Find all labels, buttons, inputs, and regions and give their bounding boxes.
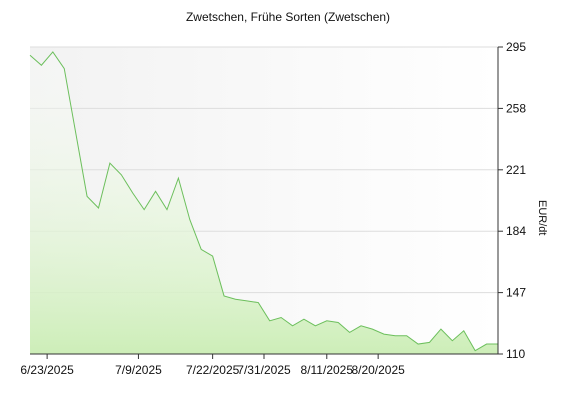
y-tick-label-221: 221	[506, 163, 526, 177]
series-area	[30, 51, 498, 354]
series-line	[29, 51, 498, 352]
x-tick-label-2025-07-31: 7/31/2025	[237, 363, 291, 377]
y-tick-label-110: 110	[506, 347, 525, 361]
x-tick-label-2025-07-09: 7/9/2025	[115, 363, 162, 377]
y-tick-label-258: 258	[506, 101, 526, 115]
x-tick-label-2025-07-22: 7/22/2025	[186, 363, 240, 377]
x-tick-label-2025-08-20: 8/20/2025	[351, 363, 405, 377]
y-tick-label-184: 184	[506, 224, 526, 238]
y-tick-label-147: 147	[506, 286, 526, 300]
x-tick-label-2025-08-11: 8/11/2025	[301, 363, 354, 377]
chart-title: Zwetschen, Frühe Sorten (Zwetschen)	[185, 10, 391, 24]
y-tick-label-295: 295	[506, 40, 526, 54]
x-tick-label-2025-06-23: 6/23/2025	[20, 363, 74, 377]
